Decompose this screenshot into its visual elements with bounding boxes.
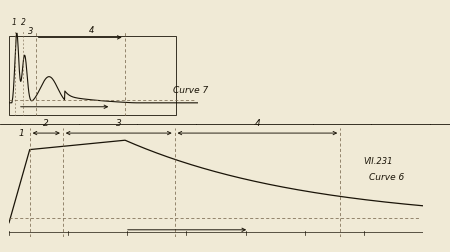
Text: 3: 3 xyxy=(28,27,33,36)
Text: Curve 6: Curve 6 xyxy=(369,173,405,182)
Text: 4: 4 xyxy=(255,119,260,128)
Text: Curve 7: Curve 7 xyxy=(173,86,209,95)
Text: 1: 1 xyxy=(12,18,17,27)
Text: VII.231: VII.231 xyxy=(363,157,392,166)
Text: 4: 4 xyxy=(89,26,94,35)
Text: 1: 1 xyxy=(19,129,25,138)
Bar xyxy=(9,36,176,115)
Text: 2: 2 xyxy=(43,119,49,128)
Text: 2: 2 xyxy=(21,18,26,27)
Text: 3: 3 xyxy=(116,119,122,128)
